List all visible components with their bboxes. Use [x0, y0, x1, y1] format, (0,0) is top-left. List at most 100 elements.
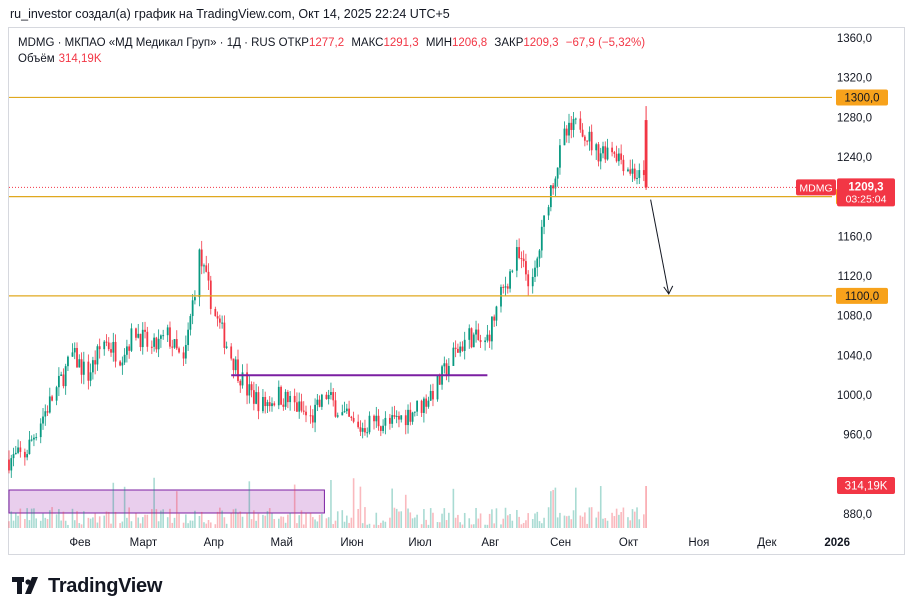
- candle-body: [325, 394, 328, 400]
- candle-body: [606, 147, 609, 160]
- volume-bar: [373, 524, 375, 528]
- volume-bar: [633, 511, 636, 528]
- candle-body: [454, 347, 457, 349]
- candle-body: [264, 397, 267, 407]
- candle-body: [42, 416, 44, 424]
- volume-bar: [157, 521, 160, 528]
- candle-body: [568, 122, 570, 136]
- candlestick-chart[interactable]: 1300,01200,01100,01360,01320,01280,01240…: [0, 0, 912, 560]
- volume-bar: [495, 508, 498, 528]
- candle-body: [200, 249, 203, 267]
- candle-body: [472, 334, 475, 348]
- volume-bar: [96, 522, 99, 528]
- candle-body: [636, 177, 638, 179]
- volume-bar: [586, 523, 588, 528]
- candle-body: [78, 359, 81, 368]
- candle-body: [44, 411, 47, 417]
- x-tick-label: Май: [270, 537, 293, 549]
- volume-bar: [615, 508, 618, 528]
- volume-bar: [538, 521, 541, 528]
- candle-body: [187, 329, 190, 346]
- candle-body: [583, 136, 586, 141]
- x-tick-label: Сен: [550, 537, 571, 549]
- volume-bar: [273, 518, 276, 528]
- candle-body: [257, 392, 260, 412]
- candle-body: [388, 417, 391, 424]
- candle-body: [484, 340, 487, 343]
- volume-bar: [391, 488, 393, 528]
- volume-bar: [321, 513, 323, 528]
- candle-body: [296, 402, 298, 412]
- candle-body: [638, 170, 641, 178]
- candle-body: [438, 375, 441, 385]
- candle-body: [515, 247, 518, 271]
- candle-body: [320, 394, 323, 407]
- candle-body: [525, 261, 527, 275]
- y-tick-label: 1120,0: [838, 271, 872, 283]
- candle-body: [357, 421, 360, 428]
- candle-body: [17, 447, 19, 453]
- candle-body: [504, 286, 507, 288]
- candle-body: [277, 386, 280, 406]
- candle-body: [318, 399, 321, 407]
- candle-body: [330, 392, 332, 395]
- symbol-price-badge: [796, 179, 836, 196]
- volume-bar: [146, 514, 149, 528]
- volume-bar: [540, 523, 543, 528]
- candle-body: [393, 415, 396, 417]
- volume-bar: [643, 514, 645, 528]
- candle-body: [486, 334, 489, 341]
- candle-body: [352, 417, 355, 422]
- candle-body: [218, 318, 221, 323]
- candle-body: [162, 335, 165, 337]
- candle-body: [506, 286, 509, 289]
- candle-body: [57, 375, 60, 388]
- candle-body: [629, 169, 632, 174]
- volume-label: Объём: [18, 53, 55, 65]
- legend-close-label: ЗАКР: [494, 37, 524, 49]
- volume-bar: [350, 517, 353, 528]
- last-price-badge: [837, 178, 895, 207]
- volume-bar: [83, 511, 85, 528]
- candle-body: [395, 415, 398, 417]
- candle-body: [574, 118, 577, 120]
- volume-bar: [87, 517, 90, 528]
- candle-body: [475, 329, 477, 335]
- candle-body: [554, 178, 557, 189]
- volume-bar: [223, 517, 226, 528]
- volume-bar: [107, 511, 110, 528]
- volume-bar: [221, 510, 223, 528]
- volume-bar: [629, 520, 632, 528]
- volume-bar: [491, 509, 493, 528]
- volume-bar: [35, 518, 38, 528]
- candle-body: [223, 322, 226, 348]
- volume-bar: [271, 513, 273, 528]
- volume-bar: [559, 512, 561, 528]
- candle-body: [255, 392, 258, 404]
- volume-bar: [112, 482, 115, 528]
- candle-body: [375, 415, 378, 422]
- legend-open-value: 1277,2: [308, 37, 345, 49]
- candle-body: [153, 337, 156, 347]
- candle-body: [48, 396, 51, 413]
- candle-body: [581, 129, 584, 137]
- candle-body: [361, 428, 364, 432]
- volume-bar: [173, 517, 176, 528]
- tradingview-logo[interactable]: TradingView: [12, 574, 162, 598]
- candle-body: [463, 339, 466, 351]
- volume-bar: [15, 512, 17, 528]
- volume-bar: [346, 515, 348, 528]
- volume-bar: [638, 519, 641, 528]
- candle-body: [377, 415, 380, 427]
- volume-bar: [155, 509, 158, 528]
- candle-body: [146, 331, 149, 347]
- candles-group: [8, 106, 648, 478]
- candle-body: [425, 398, 428, 407]
- volume-bar: [234, 508, 237, 528]
- candle-body: [540, 226, 543, 251]
- candle-body: [445, 363, 448, 376]
- volume-bar: [516, 509, 518, 528]
- candle-body: [500, 286, 502, 307]
- volume-bar: [389, 517, 391, 528]
- volume-bar: [205, 523, 208, 528]
